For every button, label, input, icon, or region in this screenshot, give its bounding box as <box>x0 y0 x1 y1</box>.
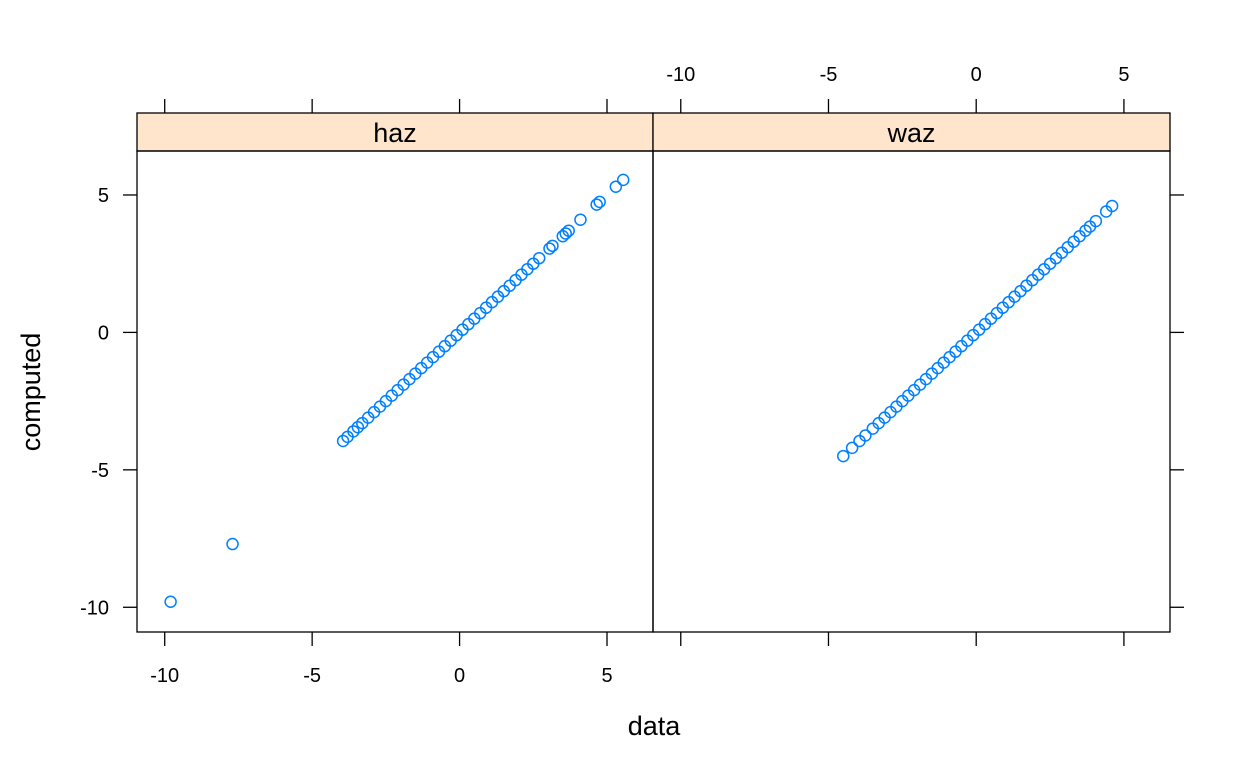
panel-waz: waz <box>652 112 1171 633</box>
strip-waz <box>652 112 1171 152</box>
data-point <box>1089 214 1103 228</box>
data-point <box>1105 199 1119 213</box>
x-tick-label-bottom: -10 <box>150 665 179 687</box>
panel-frame-waz <box>652 150 1171 633</box>
x-tick-label-top: -5 <box>820 64 838 86</box>
data-point <box>532 251 546 265</box>
y-tick-label: 0 <box>98 322 109 344</box>
data-point <box>559 227 572 240</box>
x-tick-label-top: -10 <box>666 64 695 86</box>
data-point <box>574 213 587 226</box>
x-tick-label-bottom: -5 <box>303 665 321 687</box>
data-point <box>1079 224 1092 237</box>
data-point <box>546 239 559 253</box>
y-axis-title: computed <box>16 333 46 452</box>
data-point <box>590 198 603 211</box>
panel-haz: haz <box>136 112 654 633</box>
data-point <box>609 180 623 193</box>
data-point <box>593 195 606 209</box>
y-tick-label: -5 <box>91 460 109 482</box>
strip-label-haz: haz <box>373 118 417 148</box>
data-point <box>543 242 556 255</box>
x-tick-label-bottom: 5 <box>601 665 612 687</box>
x-tick-label-bottom: 0 <box>454 665 465 687</box>
data-point <box>859 429 872 442</box>
data-point <box>351 420 365 434</box>
y-tick-label: -10 <box>80 597 109 619</box>
x-tick-label-top: 0 <box>971 64 982 86</box>
data-point <box>845 441 859 455</box>
data-point <box>562 224 575 237</box>
panels-layer: haz waz <box>136 112 1171 633</box>
data-point <box>336 434 350 448</box>
data-point <box>164 595 177 609</box>
y-tick-label: 5 <box>98 185 109 207</box>
strip-haz <box>136 112 654 152</box>
data-point <box>226 537 239 551</box>
ticks-layer: -10 -5 0 5 -10 -5 0 5 -10 -5 0 5 <box>80 64 1184 687</box>
x-tick-label-top: 5 <box>1118 64 1129 86</box>
data-point <box>837 449 850 463</box>
x-axis-title: data <box>628 711 682 741</box>
strip-label-waz: waz <box>886 118 935 148</box>
data-point <box>616 173 630 187</box>
data-point <box>347 425 360 438</box>
